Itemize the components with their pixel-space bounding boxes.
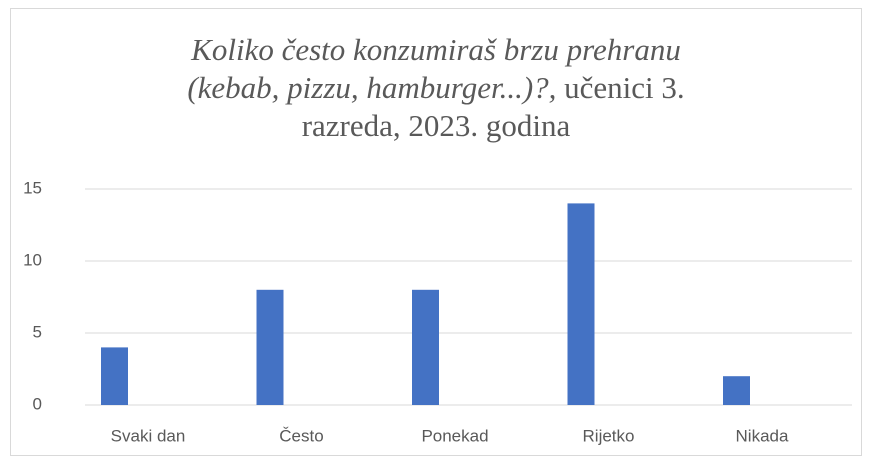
y-tick-label: 15 <box>23 178 42 197</box>
title-part: (kebab, pizzu, hamburger...)?, <box>187 70 556 105</box>
y-tick-label: 0 <box>33 394 42 413</box>
chart-title: (kebab, pizzu, hamburger...)?, učenici 3… <box>187 70 684 105</box>
y-tick-label: 5 <box>33 322 42 341</box>
x-tick-label: Svaki dan <box>111 426 186 445</box>
title-part: razreda, 2023. godina <box>302 108 571 143</box>
x-tick-label: Rijetko <box>583 426 635 445</box>
chart-title: Koliko često konzumiraš brzu prehranu <box>190 32 681 67</box>
x-tick-label: Ponekad <box>421 426 488 445</box>
bar <box>256 289 284 405</box>
title-part: učenici 3. <box>556 70 684 105</box>
chart-title: razreda, 2023. godina <box>302 108 571 143</box>
bar <box>412 289 439 405</box>
y-tick-label: 10 <box>23 250 42 269</box>
title-part: Koliko često konzumiraš brzu prehranu <box>190 32 681 67</box>
bar <box>567 203 595 405</box>
x-tick-label: Nikada <box>736 426 789 445</box>
x-tick-label: Često <box>279 426 323 445</box>
bar <box>723 376 750 405</box>
bar <box>101 347 128 405</box>
